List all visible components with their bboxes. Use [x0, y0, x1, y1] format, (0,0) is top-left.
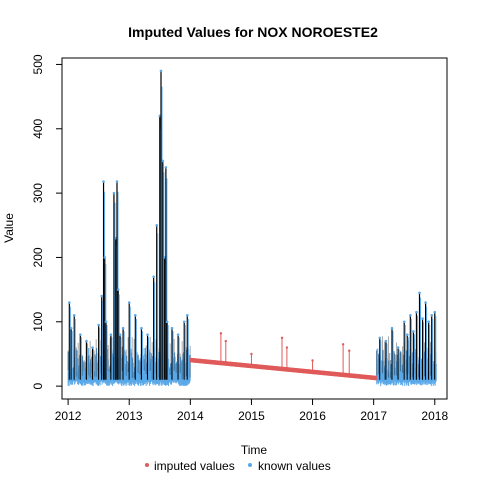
x-tick-label: 2016 — [299, 409, 326, 423]
known-point — [140, 326, 143, 330]
y-tick-label: 200 — [31, 247, 45, 267]
imputed-point — [311, 359, 314, 362]
known-point — [85, 339, 88, 343]
known-point — [405, 333, 409, 336]
imputed-point — [285, 346, 289, 349]
known-point — [116, 288, 120, 291]
known-point — [72, 314, 76, 317]
known-point — [112, 191, 116, 195]
imputed-point — [219, 332, 223, 335]
x-tick-label: 2014 — [177, 409, 204, 423]
legend-known-label: known values — [258, 459, 331, 473]
y-tick-label: 0 — [31, 382, 45, 389]
legend-imputed-label: imputed values — [154, 459, 235, 473]
known-point — [103, 256, 107, 259]
known-point — [161, 159, 165, 163]
y-axis-title: Value — [2, 213, 16, 243]
known-point — [176, 333, 180, 336]
imputed-point — [250, 352, 253, 356]
known-point — [409, 314, 412, 317]
known-point — [421, 317, 424, 320]
known-point — [121, 326, 125, 330]
known-point — [418, 291, 421, 295]
legend-known-marker — [248, 463, 252, 467]
known-point — [100, 294, 104, 298]
x-tick-label: 2013 — [116, 409, 143, 423]
known-point — [427, 320, 430, 324]
known-point — [170, 326, 174, 330]
y-tick-label: 500 — [31, 54, 45, 74]
known-point — [155, 223, 159, 227]
known-point — [185, 314, 189, 317]
known-spikes — [68, 69, 437, 380]
y-tick-label: 400 — [31, 118, 45, 138]
known-point — [159, 69, 163, 73]
known-point — [109, 333, 113, 336]
known-point — [378, 336, 382, 340]
imputed-band — [189, 332, 377, 381]
known-point — [104, 320, 108, 324]
known-point — [127, 301, 131, 304]
known-point — [412, 330, 415, 333]
known-point — [102, 180, 105, 183]
known-point — [433, 310, 437, 314]
legend-imputed-marker — [145, 463, 149, 467]
x-tick-label: 2012 — [55, 409, 82, 423]
known-point — [134, 314, 137, 317]
known-point — [146, 333, 149, 336]
known-point — [415, 310, 418, 314]
known-point — [68, 301, 71, 304]
known-point — [97, 323, 100, 327]
known-point — [390, 326, 394, 330]
legend: imputed values known values — [145, 459, 331, 473]
axes: 2012 2013 2014 2015 2016 2017 2018 0 100 200 300 40… — [31, 54, 448, 423]
x-tick-label: 2015 — [238, 409, 265, 423]
x-tick-label: 2017 — [360, 409, 387, 423]
known-point — [91, 346, 94, 349]
y-tick-label: 100 — [31, 311, 45, 331]
known-point — [396, 346, 400, 349]
known-point — [79, 333, 82, 336]
known-point — [152, 275, 155, 279]
chart-title: Imputed Values for NOX NOROESTE2 — [128, 24, 378, 40]
known-point — [430, 314, 434, 317]
known-point — [182, 320, 186, 324]
known-point — [118, 333, 122, 336]
imputed-point — [224, 339, 227, 343]
imputed-point — [280, 336, 284, 340]
known-point — [115, 180, 119, 183]
known-point — [424, 301, 427, 304]
known-point — [164, 166, 168, 169]
plot-area — [67, 69, 437, 387]
y-tick-label: 300 — [31, 183, 45, 203]
known-point — [165, 320, 169, 324]
imputed-point — [348, 349, 351, 352]
known-point — [69, 326, 73, 330]
known-point — [384, 339, 388, 343]
imputed-point — [341, 343, 345, 346]
x-tick-label: 2018 — [421, 409, 448, 423]
known-point — [402, 320, 406, 324]
x-axis-title: Time — [241, 443, 268, 457]
